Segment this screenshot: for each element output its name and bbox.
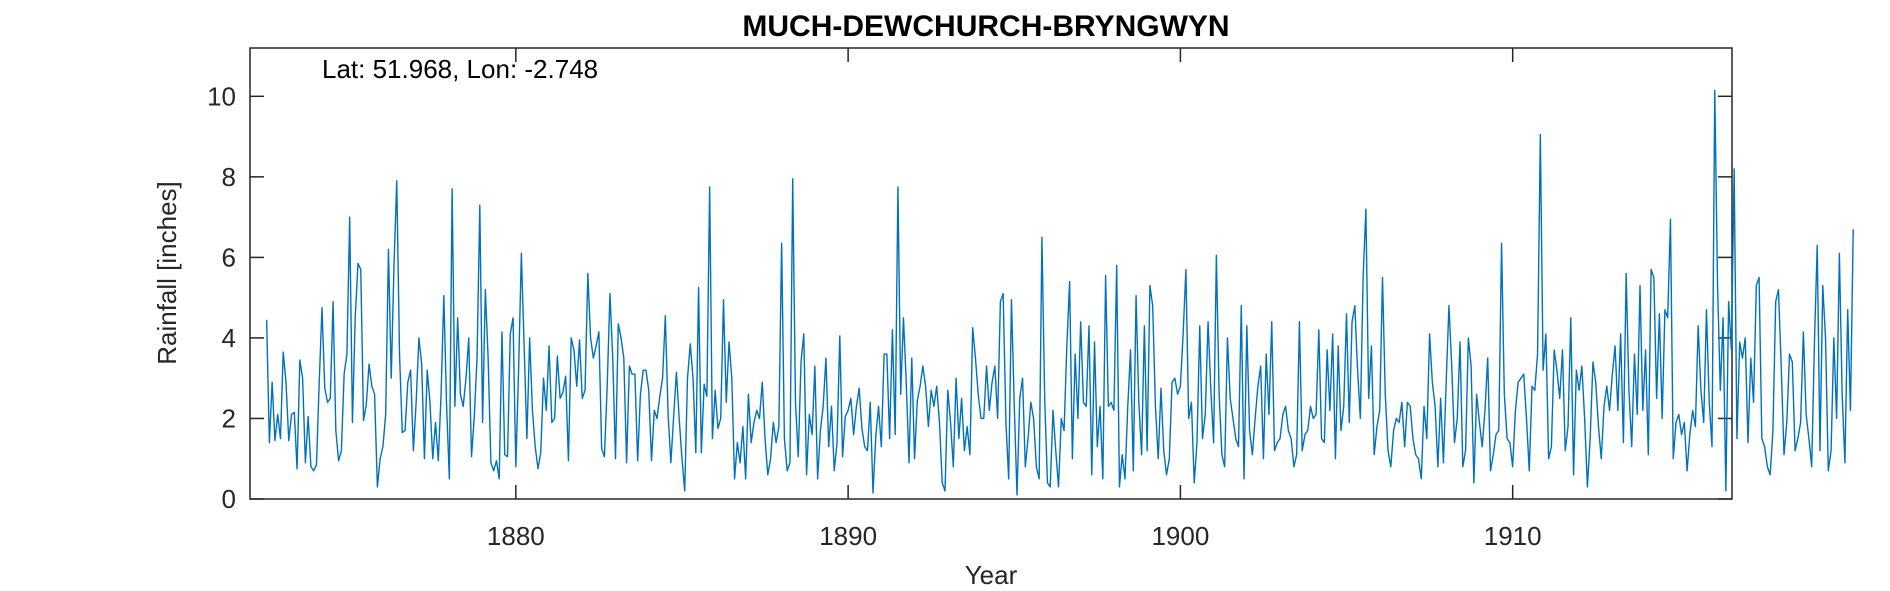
series-line-rainfall: [265, 89, 1854, 496]
y-tick-label: 8: [222, 162, 236, 192]
y-axis-label: Rainfall [inches]: [152, 181, 182, 365]
chart-title: MUCH-DEWCHURCH-BRYNGWYN: [742, 10, 1229, 43]
x-axis-label: Year: [965, 560, 1018, 590]
x-tick-label: 1910: [1484, 521, 1542, 551]
location-annotation: Lat: 51.968, Lon: -2.748: [322, 54, 598, 84]
y-axis-ticks: 0 2 4 6 8 10: [207, 81, 1732, 514]
y-tick-label: 0: [222, 484, 236, 514]
y-tick-label: 10: [207, 81, 236, 111]
x-axis-ticks: 1880 1890 1900 1910: [487, 48, 1542, 551]
x-tick-label: 1880: [487, 521, 545, 551]
y-tick-label: 4: [222, 323, 236, 353]
x-tick-label: 1890: [819, 521, 877, 551]
y-tick-label: 2: [222, 403, 236, 433]
y-tick-label: 6: [222, 242, 236, 272]
x-tick-label: 1900: [1151, 521, 1209, 551]
plot-area-frame: [249, 47, 1733, 500]
